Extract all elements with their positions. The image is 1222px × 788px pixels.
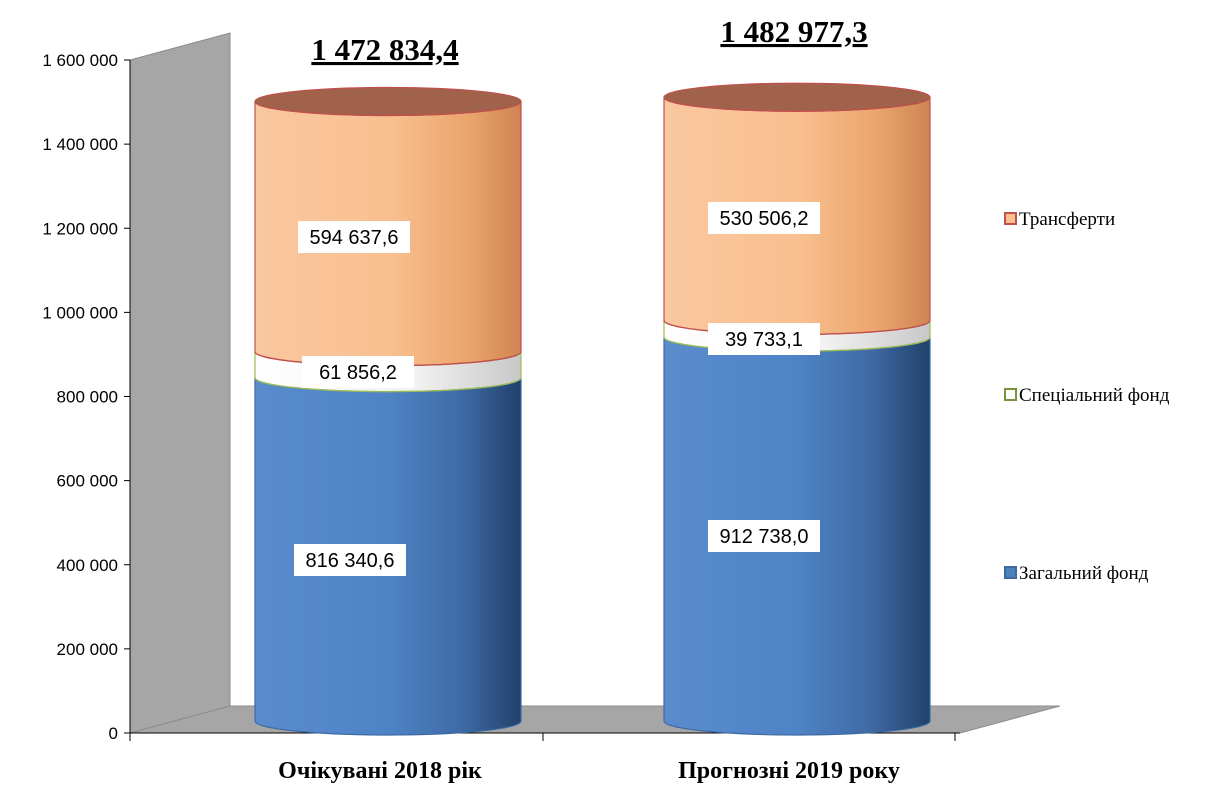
y-tick-label: 200 000 (57, 640, 118, 659)
y-axis: 0 200 000 400 000 600 000 800 000 1 000 000 1 … (42, 51, 960, 784)
y-tick-label: 1 000 000 (42, 303, 118, 322)
data-label-box (708, 323, 820, 355)
legend-swatch (1004, 212, 1017, 225)
data-label: 530 506,2 (720, 208, 809, 230)
y-tick-label: 1 600 000 (42, 51, 118, 70)
y-tick-label: 1 400 000 (42, 135, 118, 154)
data-label: 912 738,0 (720, 526, 809, 548)
data-label-box (708, 520, 820, 552)
y-tick-label: 600 000 (57, 472, 118, 491)
data-label-box (294, 544, 406, 576)
bars-group (254, 82, 931, 736)
data-label: 61 856,2 (319, 362, 397, 384)
legend-item: Загальний фонд (1004, 563, 1149, 584)
y-tick-label: 1 200 000 (42, 219, 118, 238)
y-tick-label: 400 000 (57, 556, 118, 575)
y-tick-label: 0 (109, 724, 118, 743)
legend: Трансферти Спеціальний фонд Загальний фонд (1004, 209, 1170, 584)
legend-item: Трансферти (1004, 209, 1115, 230)
legend-label: Трансферти (1019, 209, 1115, 230)
legend-label: Загальний фонд (1019, 563, 1149, 584)
segment-seam (254, 377, 522, 393)
total-label: 1 472 834,4 (311, 32, 458, 67)
legend-swatch (1004, 388, 1017, 401)
legend-item: Спеціальний фонд (1004, 385, 1170, 406)
data-labels-group: 1 472 834,4 1 482 977,3 816 340,6 912 738,0… (294, 14, 868, 576)
y-tick-label: 800 000 (57, 388, 118, 407)
data-label: 594 637,6 (310, 227, 399, 249)
bar-top-cap (663, 82, 931, 112)
total-label: 1 482 977,3 (720, 14, 867, 49)
data-label: 39 733,1 (725, 329, 803, 351)
data-label-box (302, 356, 414, 388)
category-label: Прогнозні 2019 року (678, 758, 900, 783)
bar-top-cap (254, 86, 522, 117)
category-label: Очікувані 2018 рік (278, 758, 482, 783)
legend-swatch (1004, 566, 1017, 579)
data-label-box (708, 202, 820, 234)
data-label: 816 340,6 (306, 550, 395, 572)
legend-label: Спеціальний фонд (1019, 385, 1170, 406)
data-label-box (298, 221, 410, 253)
side-wall (129, 32, 231, 734)
